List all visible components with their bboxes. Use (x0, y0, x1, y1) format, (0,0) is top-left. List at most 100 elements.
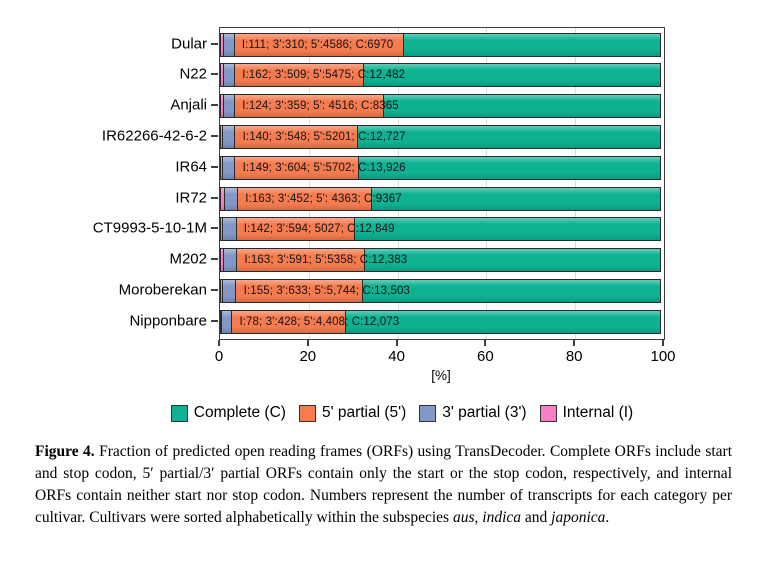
bar-row-CT9993-5-10-1M: I:142; 3':594; 5027; C:12,849 (220, 217, 664, 242)
y-axis-label-IR72: IR72 (175, 189, 207, 206)
y-axis-label-M202: M202 (169, 250, 207, 268)
legend-label: 3' partial (3') (442, 404, 527, 421)
x-axis-label-20: 20 (299, 348, 317, 365)
bar-value-label: I:111; 3':310; 5':4586; C:6970 (241, 38, 394, 51)
bar-segment-partial5 (234, 155, 359, 180)
bar-value-label: I:140; 3':548; 5':5201; C:12,727 (242, 130, 406, 143)
x-axis-tick-40 (395, 340, 398, 346)
bar-segment-complete (402, 32, 661, 57)
bar-segment-complete (354, 217, 661, 242)
legend-swatch-icon (539, 404, 557, 422)
x-axis-tick-60 (484, 340, 487, 346)
x-axis-tick-0 (218, 340, 220, 346)
bar-row-Dular: I:111; 3':310; 5':4586; C:6970 (220, 32, 664, 57)
legend-label: 5' partial (5') (321, 404, 407, 421)
bar-segment-partial5 (235, 278, 363, 303)
gridline-60 (486, 28, 488, 339)
x-axis-label-100: 100 (650, 348, 676, 365)
bar-value-label: I:163; 3':591; 5':5358; C:12,383 (244, 254, 408, 267)
y-axis-label-Nipponbare: Nipponbare (129, 312, 207, 330)
legend-swatch-icon (419, 404, 437, 422)
y-axis-label-Anjali: Anjali (170, 96, 207, 114)
legend-label: Internal (I) (562, 404, 634, 421)
legend-item: Complete (C) (170, 404, 286, 422)
bar-row-M202: I:163; 3':591; 5':5358; C:12,383 (220, 248, 664, 273)
bar-segment-complete (361, 278, 661, 303)
legend-swatch-icon (170, 404, 188, 422)
legend-item: 3' partial (3') (419, 404, 527, 422)
x-axis-title: [%] (431, 368, 451, 383)
caption-species-aus: aus (452, 509, 475, 526)
bar-segment-partial5 (237, 186, 373, 211)
legend-item: 5' partial (5') (298, 404, 407, 422)
y-axis-tick (211, 73, 218, 76)
x-axis-tick-80 (573, 340, 576, 346)
bar-segment-partial5 (233, 32, 404, 57)
bar-segment-complete (383, 94, 661, 119)
y-axis-tick (211, 258, 218, 261)
bar-row-Anjali: I:124; 3':359; 5': 4516; C:8365 (220, 94, 664, 119)
y-axis-tick (211, 288, 218, 291)
y-axis-tick (211, 165, 218, 168)
bar-value-label: I:162; 3':509; 5':5475; C:12,482 (242, 69, 406, 82)
x-axis-tick-20 (306, 340, 309, 346)
bar-value-label: I:155; 3':633; 5':5,744; C:13,503 (243, 284, 410, 297)
y-axis-label-CT9993-5-10-1M: CT9993-5-10-1M (92, 219, 207, 237)
y-axis-label-IR64: IR64 (175, 158, 207, 176)
bar-row-IR64: I:149; 3':604; 5':5702; C:13,926 (220, 155, 664, 180)
x-axis-label-40: 40 (388, 348, 405, 365)
bar-row-IR72: I:163; 3':452; 5': 4363; C:9367 (220, 186, 664, 211)
bar-segment-complete (357, 155, 661, 180)
y-axis-tick (211, 319, 218, 322)
bar-value-label: I:163; 3':452; 5': 4363; C:9367 (245, 192, 402, 205)
x-axis-label-60: 60 (477, 348, 494, 365)
bar-segment-partial3 (222, 155, 236, 180)
bar-segment-partial3 (222, 248, 238, 273)
bar-row-IR62266-42-6-2: I:140; 3':548; 5':5201; C:12,727 (220, 124, 664, 149)
bar-row-Moroberekan: I:155; 3':633; 5':5,744; C:13,503 (220, 278, 664, 303)
bar-value-label: I:78; 3':428; 5':4,408; C:12,073 (239, 315, 400, 328)
bar-segment-complete (357, 124, 661, 149)
gridline-40 (397, 28, 399, 339)
bar-segment-partial5 (233, 63, 365, 88)
bar-row-Nipponbare: I:78; 3':428; 5':4,408; C:12,073 (220, 309, 664, 334)
caption-species-japonica: japonica (551, 509, 606, 526)
x-axis-label-0: 0 (214, 348, 224, 365)
bar-segment-complete (363, 63, 661, 88)
bar-value-label: I:149; 3':604; 5':5702; C:13,926 (242, 161, 406, 174)
caption-separator: , (474, 509, 483, 526)
bar-segment-partial5 (234, 94, 385, 119)
bar-segment-partial3 (222, 63, 235, 88)
caption-figure-tag: Figure 4. (35, 443, 95, 460)
bar-segment-partial5 (234, 124, 359, 149)
gridline-20 (308, 28, 310, 339)
bar-segment-partial5 (235, 217, 356, 242)
y-axis-tick (211, 42, 218, 45)
bar-row-N22: I:162; 3':509; 5':5475; C:12,482 (220, 63, 664, 88)
legend-label: Complete (C) (193, 404, 286, 421)
legend-swatch-icon (298, 404, 316, 422)
y-axis-tick (211, 104, 218, 107)
y-axis-label-Dular: Dular (171, 35, 207, 52)
plot-area: I:111; 3':310; 5':4586; C:6970 I:162; 3':… (219, 27, 665, 340)
caption-body: Fraction of predicted open reading frame… (35, 443, 732, 526)
y-axis-tick (211, 227, 218, 230)
x-axis-tick-100 (662, 340, 664, 346)
figure-caption: Figure 4. Fraction of predicted open rea… (35, 441, 732, 529)
y-axis-label-N22: N22 (179, 65, 207, 83)
bar-segment-partial3 (222, 124, 236, 149)
caption-period: . (605, 509, 610, 526)
bar-segment-partial3 (222, 278, 237, 303)
y-axis-label-IR62266-42-6-2: IR62266-42-6-2 (101, 127, 207, 145)
bar-segment-complete (345, 309, 661, 334)
bar-value-label: I:142; 3':594; 5027; C:12,849 (243, 223, 395, 236)
caption-separator: and (521, 509, 552, 526)
y-axis-tick (211, 134, 218, 137)
gridline-80 (575, 28, 577, 339)
bar-segment-partial5 (236, 248, 365, 273)
bar-value-label: I:124; 3':359; 5': 4516; C:8365 (242, 100, 399, 113)
x-axis-label-80: 80 (565, 348, 583, 365)
y-axis-label-Moroberekan: Moroberekan (118, 281, 207, 299)
legend: Complete (C) 5' partial (5') 3' partial (3… (0, 404, 764, 422)
y-axis-tick (211, 196, 218, 199)
